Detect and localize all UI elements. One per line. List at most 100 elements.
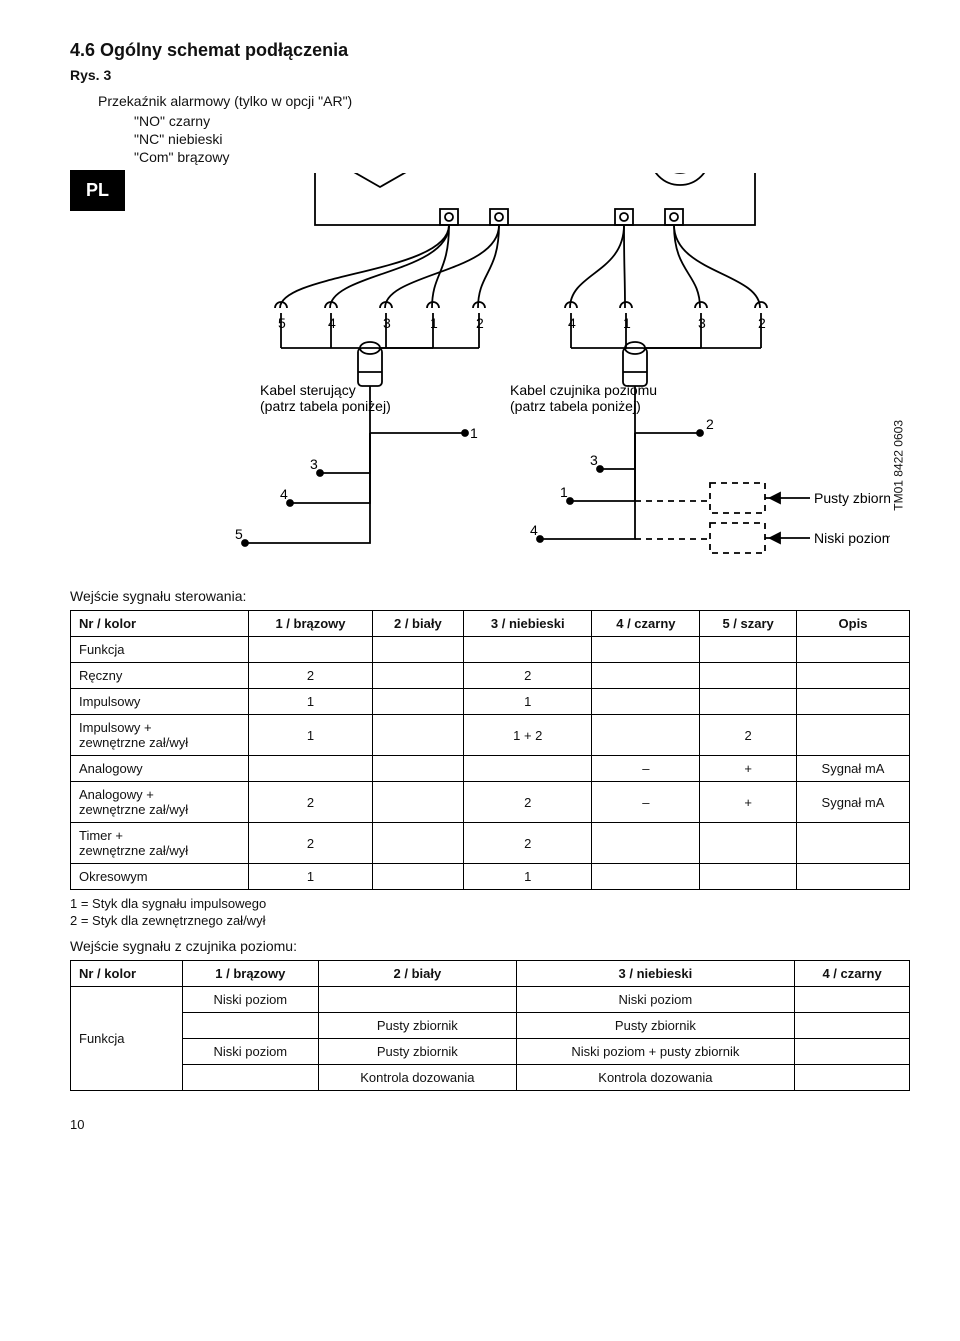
svg-text:3: 3 <box>383 315 391 331</box>
table-row: Okresowym11 <box>71 864 910 890</box>
row-label: Okresowym <box>71 864 249 890</box>
cell <box>796 715 909 756</box>
cell: Niski poziom <box>182 1039 319 1065</box>
page-number: 10 <box>70 1117 910 1132</box>
cell: Niski poziom <box>182 987 319 1013</box>
cell <box>592 663 700 689</box>
svg-text:1: 1 <box>470 425 478 441</box>
cell: 2 <box>464 782 592 823</box>
cell <box>795 1065 910 1091</box>
svg-text:3: 3 <box>698 315 706 331</box>
svg-text:2: 2 <box>476 315 484 331</box>
cell: Kontrola dozowania <box>319 1065 517 1091</box>
cell: Kontrola dozowania <box>516 1065 795 1091</box>
cell: 1 <box>464 689 592 715</box>
table-row: Impulsowy11 <box>71 689 910 715</box>
th: Opis <box>796 611 909 637</box>
table-row: Kontrola dozowania Kontrola dozowania <box>71 1065 910 1091</box>
cell <box>372 637 464 663</box>
section-heading: 4.6 Ogólny schemat podłączenia <box>70 40 910 61</box>
cell <box>700 663 797 689</box>
cell: 2 <box>464 823 592 864</box>
level-sensor-table: Nr / kolor 1 / brązowy 2 / biały 3 / nie… <box>70 960 910 1091</box>
cell: 1 <box>249 689 372 715</box>
cell: 1 <box>249 715 372 756</box>
th: 5 / szary <box>700 611 797 637</box>
cell <box>592 823 700 864</box>
row-label: Funkcja <box>71 987 183 1091</box>
table-row: Pusty zbiornik Pusty zbiornik <box>71 1013 910 1039</box>
table1-caption: Wejście sygnału sterowania: <box>70 588 910 604</box>
table-row: Funkcja Niski poziom Niski poziom <box>71 987 910 1013</box>
cell: Pusty zbiornik <box>319 1013 517 1039</box>
cell: 2 <box>249 823 372 864</box>
svg-text:4: 4 <box>568 315 576 331</box>
table-row: Niski poziom Pusty zbiornik Niski poziom… <box>71 1039 910 1065</box>
row-label: Timer + zewnętrzne zał/wył <box>71 823 249 864</box>
cell <box>182 1013 319 1039</box>
table-row: Analogowy + zewnętrzne zał/wył22–+Sygnał… <box>71 782 910 823</box>
cell <box>372 663 464 689</box>
table-row: Impulsowy + zewnętrzne zał/wył11 + 22 <box>71 715 910 756</box>
th: 1 / brązowy <box>249 611 372 637</box>
cell <box>249 756 372 782</box>
cell <box>372 782 464 823</box>
cell: 2 <box>700 715 797 756</box>
table-header-row: Nr / kolor 1 / brązowy 2 / biały 3 / nie… <box>71 611 910 637</box>
cell <box>319 987 517 1013</box>
cell: Niski poziom + pusty zbiornik <box>516 1039 795 1065</box>
svg-text:1: 1 <box>430 315 438 331</box>
cell <box>372 823 464 864</box>
cell <box>700 637 797 663</box>
svg-text:(patrz tabela poniżej): (patrz tabela poniżej) <box>510 398 641 414</box>
cell: – <box>592 782 700 823</box>
cell <box>592 715 700 756</box>
th: 4 / czarny <box>592 611 700 637</box>
cell <box>795 1013 910 1039</box>
cell: 1 <box>464 864 592 890</box>
cell: + <box>700 756 797 782</box>
cell: 2 <box>464 663 592 689</box>
legend-line-1: 1 = Styk dla sygnału impulsowego <box>70 896 910 911</box>
cell <box>796 637 909 663</box>
cell: 1 + 2 <box>464 715 592 756</box>
svg-text:Kabel sterujący: Kabel sterujący <box>260 382 356 398</box>
cell: Niski poziom <box>516 987 795 1013</box>
svg-text:2: 2 <box>706 416 714 432</box>
row-label: Analogowy + zewnętrzne zał/wył <box>71 782 249 823</box>
legend-line-2: 2 = Styk dla zewnętrznego zał/wył <box>70 913 910 928</box>
th: 1 / brązowy <box>182 961 319 987</box>
cell: Sygnał mA <box>796 782 909 823</box>
cell <box>464 637 592 663</box>
svg-text:3: 3 <box>310 456 318 472</box>
cell <box>796 864 909 890</box>
svg-text:1: 1 <box>560 484 568 500</box>
th: 2 / biały <box>319 961 517 987</box>
svg-text:5: 5 <box>235 526 243 542</box>
cell <box>796 663 909 689</box>
table-header-row: Nr / kolor 1 / brązowy 2 / biały 3 / nie… <box>71 961 910 987</box>
wire-nc: "NC" niebieski <box>134 131 910 147</box>
th: Nr / kolor <box>71 611 249 637</box>
cell: Pusty zbiornik <box>319 1039 517 1065</box>
drawing-code: TM01 8422 0603 <box>892 420 906 511</box>
wire-com: "Com" brązowy <box>134 149 910 165</box>
cell <box>796 689 909 715</box>
cell <box>592 689 700 715</box>
svg-text:3: 3 <box>590 452 598 468</box>
svg-text:4: 4 <box>530 522 538 538</box>
table-row: Funkcja <box>71 637 910 663</box>
cell: 2 <box>249 663 372 689</box>
control-signal-table: Nr / kolor 1 / brązowy 2 / biały 3 / nie… <box>70 610 910 890</box>
row-label: Funkcja <box>71 637 249 663</box>
cell <box>700 864 797 890</box>
svg-text:4: 4 <box>328 315 336 331</box>
svg-text:2: 2 <box>758 315 766 331</box>
cell <box>249 637 372 663</box>
cell <box>795 1039 910 1065</box>
relay-note: Przekaźnik alarmowy (tylko w opcji "AR") <box>98 93 910 109</box>
wire-no: "NO" czarny <box>134 113 910 129</box>
table-row: Ręczny22 <box>71 663 910 689</box>
cell <box>372 864 464 890</box>
svg-text:Niski poziom: Niski poziom <box>814 530 890 546</box>
